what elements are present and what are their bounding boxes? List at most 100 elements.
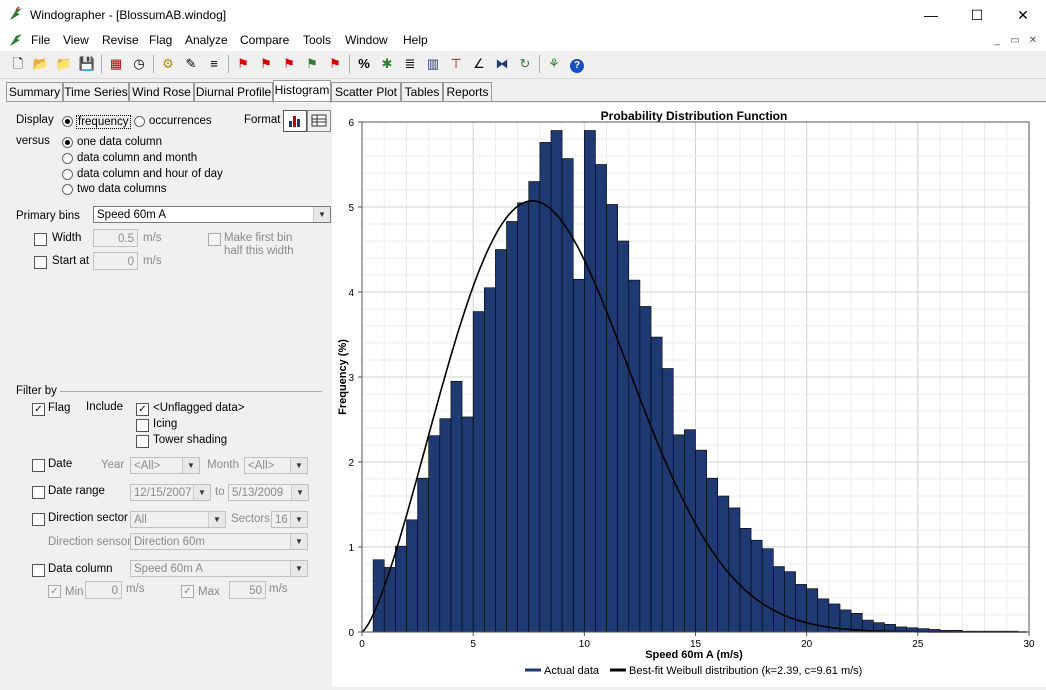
direction-sensor-select[interactable]: Direction 60m ▼ [130, 533, 308, 550]
data-column-month-label[interactable]: data column and month [77, 152, 198, 164]
flag-checkbox[interactable]: ✓ [32, 403, 45, 416]
direction-sector-select[interactable]: All ▼ [130, 511, 226, 528]
windographer-tool-icon[interactable]: ⚘ [548, 56, 560, 71]
start-at-field[interactable]: 0 [93, 252, 138, 270]
tab-histogram[interactable]: Histogram [273, 80, 331, 103]
wind-tool-icon[interactable]: ✱ [381, 56, 393, 71]
list-sort-icon[interactable]: ≣ [404, 56, 416, 71]
maximize-button[interactable]: ☐ [970, 7, 984, 23]
date-from-picker[interactable]: 12/15/2007 ▼ [130, 484, 211, 501]
histogram-bar [461, 416, 474, 633]
open-folder-icon[interactable]: 📂 [32, 56, 50, 71]
data-column-hour-label[interactable]: data column and hour of day [77, 168, 223, 180]
menu-analyze[interactable]: Analyze [185, 33, 228, 47]
compare-icon[interactable]: ⧓ [495, 56, 509, 71]
sectors-select[interactable]: 16 ▼ [271, 511, 308, 528]
year-select[interactable]: <All> ▼ [130, 457, 200, 474]
icing-label[interactable]: Icing [153, 418, 178, 430]
width-label[interactable]: Width [52, 232, 82, 244]
refresh-arrow-icon[interactable]: ↻ [519, 56, 531, 71]
date-checkbox[interactable] [32, 459, 45, 472]
menu-tools[interactable]: Tools [303, 33, 332, 47]
format-chart-button[interactable] [283, 110, 307, 132]
icing-checkbox[interactable] [136, 419, 149, 432]
flag-search-icon[interactable]: ⚑ [329, 56, 341, 71]
date-range-checkbox[interactable] [32, 486, 45, 499]
menu-help[interactable]: Help [403, 33, 428, 47]
help-icon[interactable]: ? [567, 54, 587, 74]
one-data-column-radio[interactable] [62, 137, 73, 148]
angle-icon[interactable]: ∠ [473, 56, 485, 71]
menu-window[interactable]: Window [345, 33, 388, 47]
direction-sector-label[interactable]: Direction sector [48, 512, 128, 524]
two-data-columns-label[interactable]: two data columns [77, 183, 167, 195]
flag-green-icon[interactable]: ⚑ [306, 56, 318, 71]
date-label[interactable]: Date [48, 458, 73, 470]
date-range-label[interactable]: Date range [48, 485, 105, 497]
unflagged-label[interactable]: <Unflagged data> [153, 402, 245, 414]
max-field[interactable]: 50 [229, 581, 266, 599]
menu-flag[interactable]: Flag [149, 33, 173, 47]
mdi-close-button[interactable]: ✕ [1028, 35, 1038, 46]
data-column-hour-radio[interactable] [62, 169, 73, 180]
gear-icon[interactable]: ⚙ [162, 56, 174, 71]
frequency-label[interactable]: frequency [76, 115, 131, 129]
menu-revise[interactable]: Revise [102, 33, 139, 47]
save-icon[interactable]: 💾 [78, 56, 96, 71]
flag-star-icon[interactable]: ⚑ [283, 56, 295, 71]
tab-scatter-plot[interactable]: Scatter Plot [331, 82, 401, 102]
direction-sector-checkbox[interactable] [32, 513, 45, 526]
half-bin-checkbox[interactable] [208, 233, 221, 246]
tower-shading-checkbox[interactable] [136, 435, 149, 448]
format-table-button[interactable] [307, 110, 331, 132]
mdi-restore-button[interactable]: ▭ [1010, 35, 1020, 46]
tab-diurnal-profile[interactable]: Diurnal Profile [194, 82, 273, 102]
unflagged-checkbox[interactable]: ✓ [136, 403, 149, 416]
one-data-column-label[interactable]: one data column [77, 136, 163, 148]
occurrences-label[interactable]: occurrences [149, 115, 212, 127]
open-recent-icon[interactable]: 📁 [55, 56, 73, 71]
sectors-value: 16 [275, 514, 288, 526]
menu-file[interactable]: File [31, 33, 51, 47]
min-field[interactable]: 0 [85, 581, 122, 599]
percent-icon[interactable]: % [358, 56, 370, 71]
menu-view[interactable]: View [63, 33, 89, 47]
new-file-icon[interactable]: 🗋 [12, 56, 24, 71]
data-column-checkbox[interactable] [32, 564, 45, 577]
tab-summary[interactable]: Summary [6, 82, 63, 102]
flag-icon[interactable]: ⚑ [237, 56, 249, 71]
width-field[interactable]: 0.5 [93, 229, 138, 247]
month-select[interactable]: <All> ▼ [244, 457, 308, 474]
max-checkbox[interactable]: ✓ [181, 585, 194, 598]
min-checkbox[interactable]: ✓ [48, 585, 61, 598]
data-column-label[interactable]: Data column [48, 563, 113, 575]
width-checkbox[interactable] [34, 233, 47, 246]
close-button[interactable]: ✕ [1017, 7, 1029, 23]
tab-tables[interactable]: Tables [401, 82, 443, 102]
tower-icon[interactable]: ⊤ [450, 56, 462, 71]
tab-time-series[interactable]: Time Series [63, 82, 129, 102]
data-grid-icon[interactable]: ▦ [109, 56, 123, 71]
tab-wind-rose[interactable]: Wind Rose [129, 82, 194, 102]
menu-compare[interactable]: Compare [240, 33, 290, 47]
data-column-month-radio[interactable] [62, 153, 73, 164]
pencil-icon[interactable]: ✎ [185, 56, 197, 71]
clock-icon[interactable]: ◷ [133, 56, 145, 71]
data-column-select[interactable]: Speed 60m A ▼ [130, 560, 308, 577]
start-at-checkbox[interactable] [34, 256, 47, 269]
minimize-button[interactable]: — [924, 7, 938, 23]
flag-label[interactable]: Flag [48, 402, 71, 414]
primary-bins-select[interactable]: Speed 60m A ▼ [93, 206, 331, 223]
two-data-columns-radio[interactable] [62, 184, 73, 195]
tower-shading-label[interactable]: Tower shading [153, 434, 228, 446]
histogram-icon[interactable]: ▥ [426, 56, 440, 71]
mdi-minimize-button[interactable]: _ [994, 35, 1000, 46]
frequency-radio[interactable] [62, 116, 73, 127]
date-to-picker[interactable]: 5/13/2009 ▼ [228, 484, 309, 501]
occurrences-radio[interactable] [134, 116, 145, 127]
sort-lines-icon[interactable]: ≡ [210, 56, 218, 71]
histogram-bars [372, 130, 1019, 633]
start-at-label[interactable]: Start at [52, 255, 90, 267]
flag-select-icon[interactable]: ⚑ [260, 56, 272, 71]
tab-reports[interactable]: Reports [443, 82, 492, 102]
